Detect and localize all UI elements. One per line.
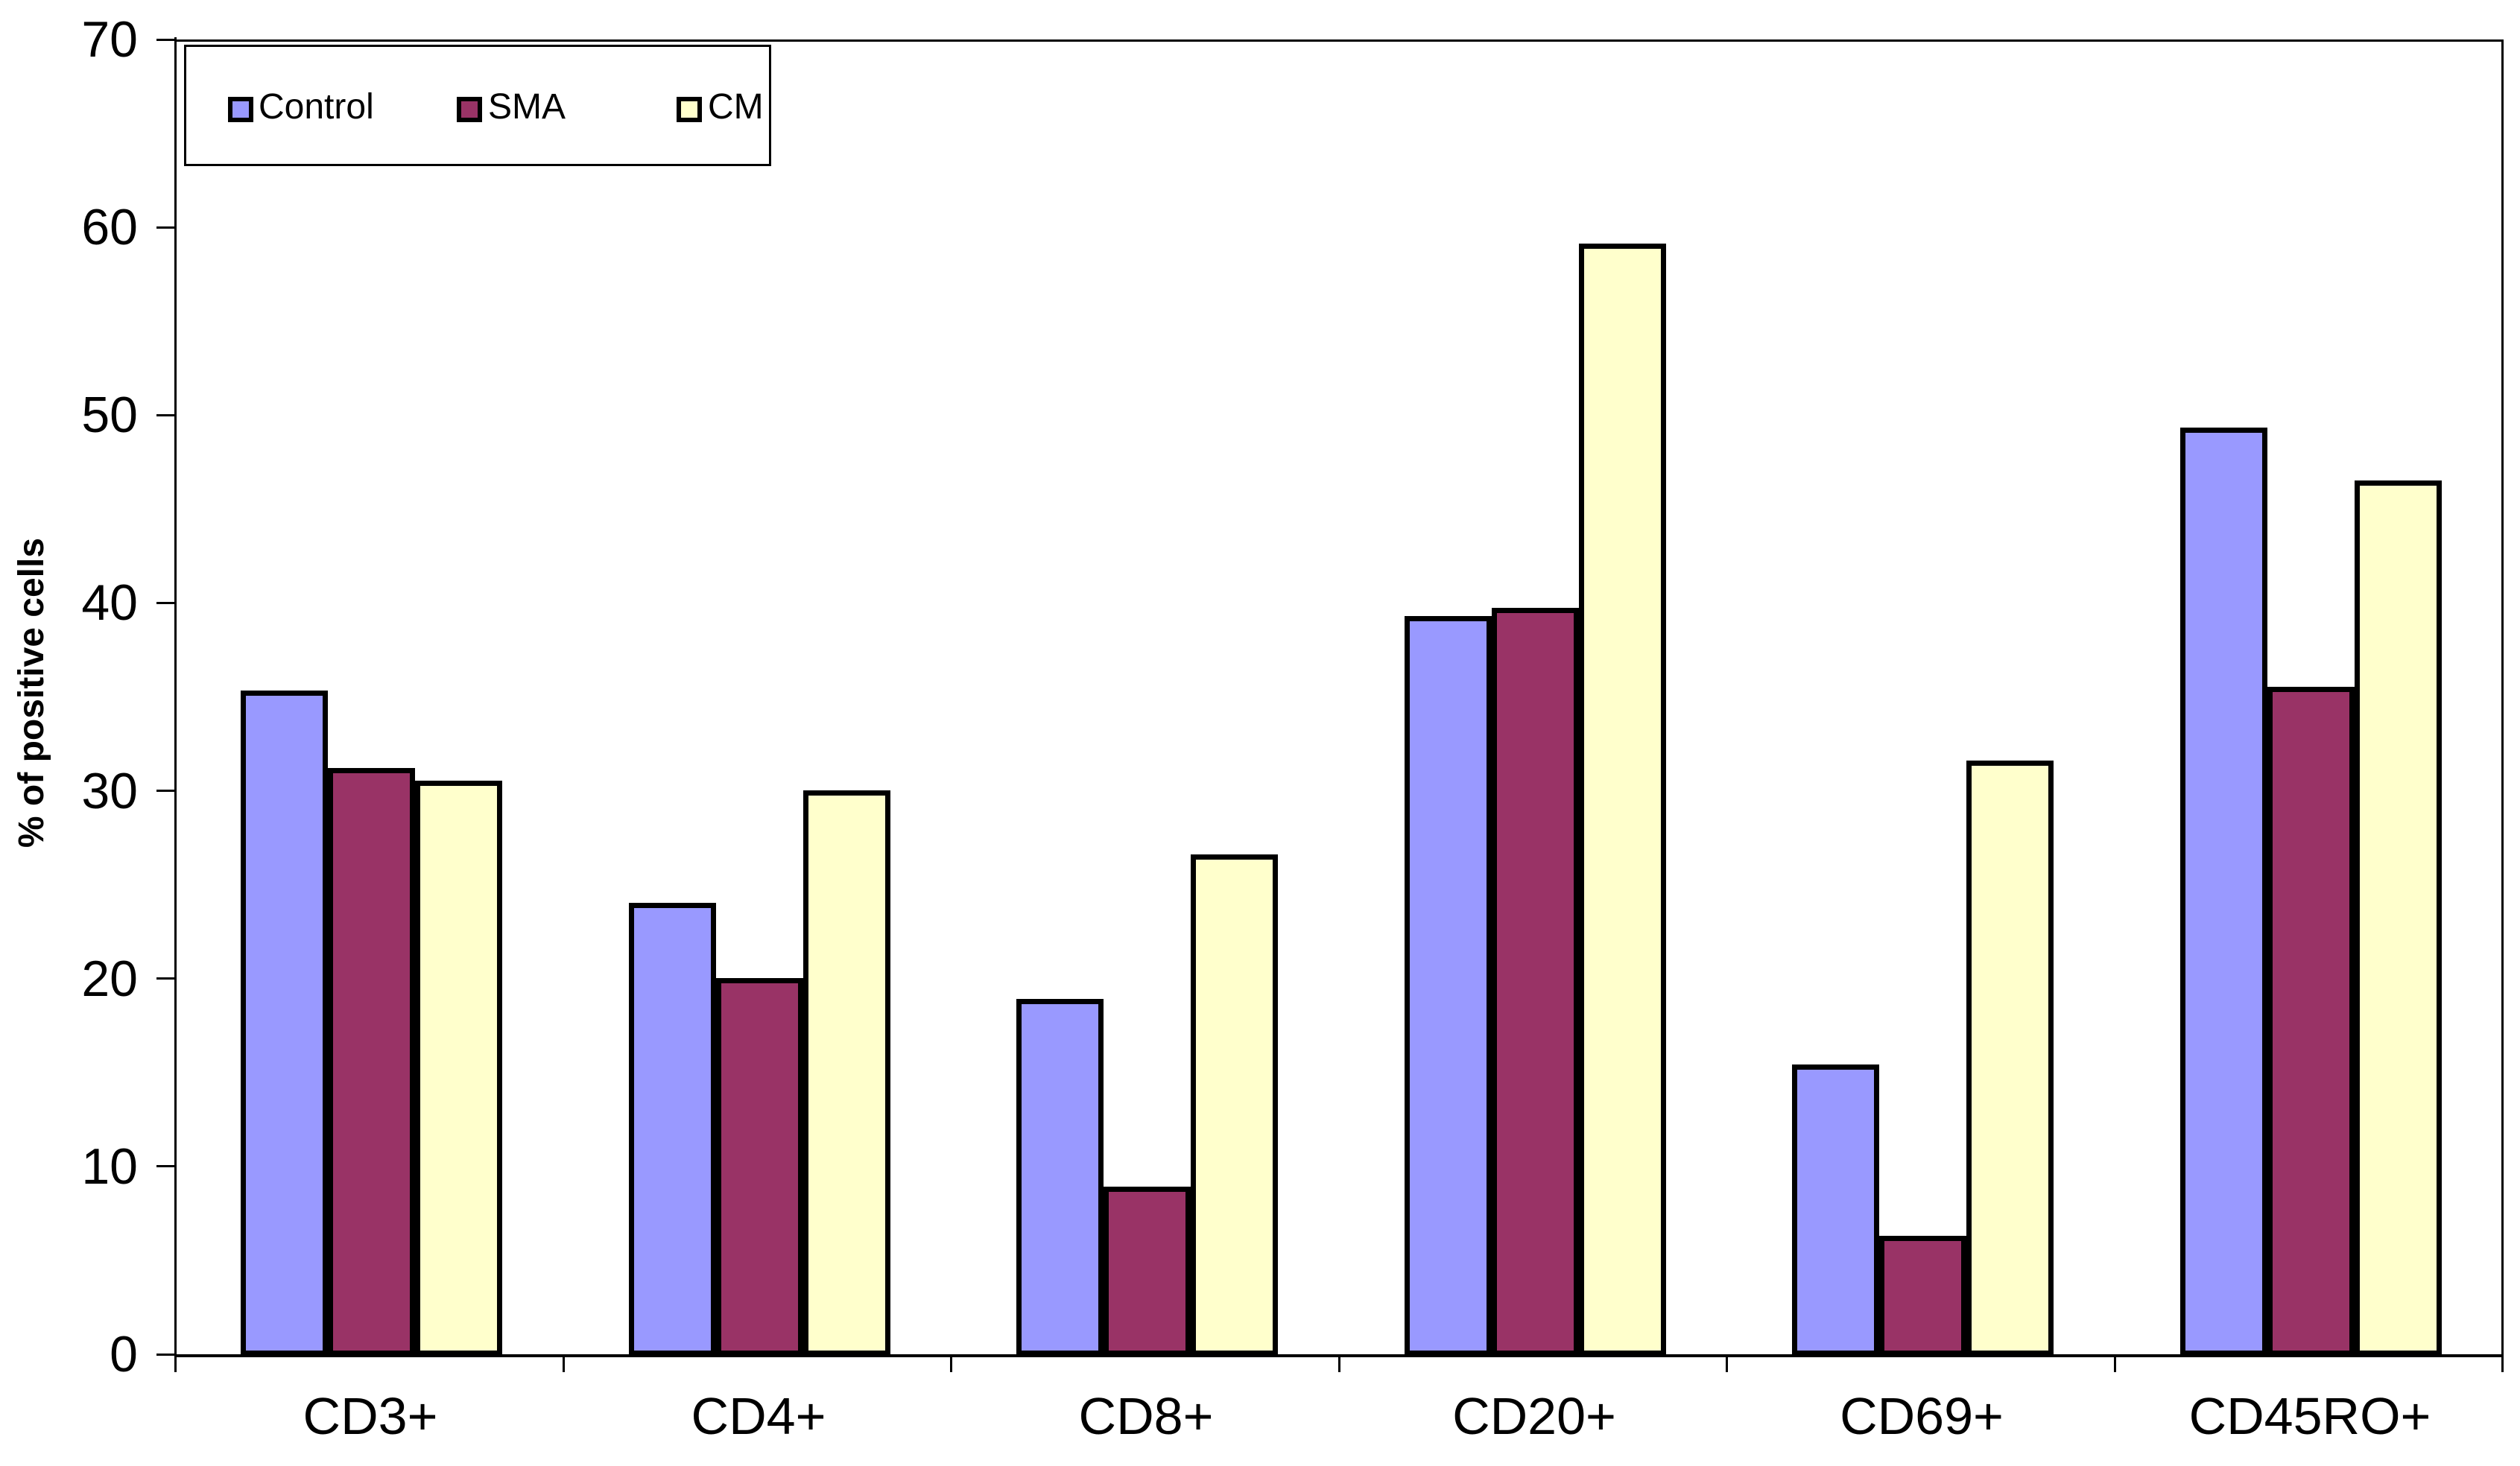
bar-control-cd8 <box>1016 999 1104 1356</box>
bar-sma-cd45ro <box>2267 687 2355 1356</box>
legend-swatch-sma <box>457 97 482 122</box>
x-category-tick <box>563 1354 565 1372</box>
legend: Control SMA CM <box>184 45 771 166</box>
y-tick <box>156 226 174 229</box>
y-tick <box>156 1165 174 1167</box>
bar-sma-cd8 <box>1104 1187 1191 1356</box>
legend-item-label: SMA <box>488 87 566 127</box>
bar-control-cd3 <box>241 691 328 1356</box>
bar-control-cd4 <box>629 903 716 1356</box>
bar-cm-cd20 <box>1579 244 1666 1356</box>
y-tick-label: 30 <box>81 763 138 819</box>
bar-sma-cd20 <box>1492 608 1579 1356</box>
legend-item-label: CM <box>708 87 764 127</box>
x-category-tick <box>950 1354 952 1372</box>
plot-border-top <box>174 39 2504 42</box>
bar-cm-cd69 <box>1966 761 2054 1356</box>
y-tick <box>156 602 174 604</box>
y-axis-line <box>174 37 177 1372</box>
x-category-tick <box>174 1354 177 1372</box>
x-category-tick <box>2114 1354 2116 1372</box>
y-tick <box>156 1354 174 1356</box>
legend-swatch-control <box>228 97 253 122</box>
bar-cm-cd4 <box>803 790 890 1356</box>
y-tick-label: 60 <box>81 199 138 256</box>
bar-control-cd20 <box>1405 616 1492 1356</box>
x-category-label: CD69+ <box>1840 1387 2004 1445</box>
bar-sma-cd3 <box>328 768 415 1356</box>
y-tick-label: 0 <box>110 1326 138 1383</box>
bar-control-cd69 <box>1792 1064 1879 1356</box>
plot-border-right <box>2501 39 2504 1372</box>
y-tick-label: 20 <box>81 951 138 1007</box>
x-category-label: CD3+ <box>303 1387 438 1445</box>
x-category-tick <box>2501 1354 2504 1372</box>
bar-cm-cd8 <box>1191 854 1278 1356</box>
x-category-label: CD45RO+ <box>2188 1387 2431 1445</box>
y-tick <box>156 790 174 792</box>
legend-item-label: Control <box>259 87 374 127</box>
bar-sma-cd69 <box>1879 1236 1966 1356</box>
y-tick-label: 40 <box>81 574 138 631</box>
y-tick <box>156 39 174 41</box>
bar-cm-cd45ro <box>2355 480 2442 1356</box>
legend-swatch-cm <box>677 97 702 122</box>
bar-sma-cd4 <box>716 978 803 1356</box>
bar-control-cd45ro <box>2180 428 2267 1356</box>
x-category-label: CD4+ <box>691 1387 826 1445</box>
y-tick-label: 50 <box>81 387 138 443</box>
y-tick <box>156 977 174 980</box>
x-axis-line <box>174 1354 2504 1357</box>
x-category-label: CD20+ <box>1452 1387 1616 1445</box>
x-category-label: CD8+ <box>1078 1387 1214 1445</box>
x-category-tick <box>1338 1354 1340 1372</box>
y-tick <box>156 414 174 416</box>
y-tick-label: 10 <box>81 1138 138 1195</box>
y-tick-label: 70 <box>81 11 138 68</box>
x-category-tick <box>1726 1354 1728 1372</box>
bar-cm-cd3 <box>415 781 502 1356</box>
